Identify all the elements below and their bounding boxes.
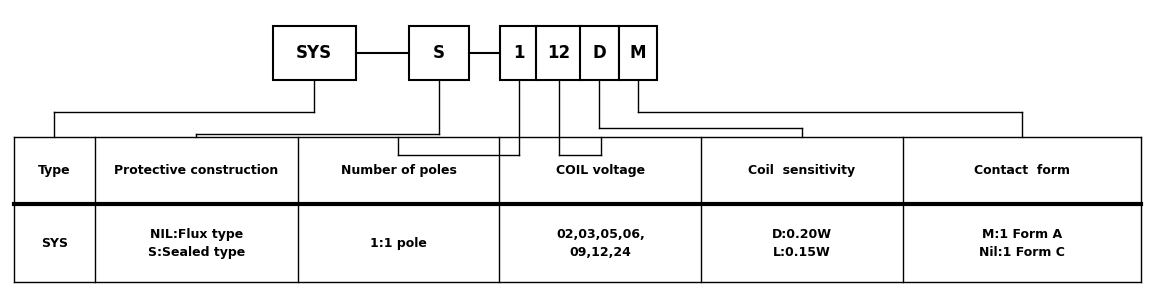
Text: SYS: SYS xyxy=(40,237,68,250)
Text: Protective construction: Protective construction xyxy=(114,164,278,177)
Text: M:1 Form A
Nil:1 Form C: M:1 Form A Nil:1 Form C xyxy=(979,227,1065,259)
Text: COIL voltage: COIL voltage xyxy=(556,164,646,177)
Text: Contact  form: Contact form xyxy=(974,164,1071,177)
Text: D:0.20W
L:0.15W: D:0.20W L:0.15W xyxy=(772,227,832,259)
Text: 12: 12 xyxy=(547,44,571,62)
Text: 1:1 pole: 1:1 pole xyxy=(370,237,427,250)
Text: NIL:Flux type
S:Sealed type: NIL:Flux type S:Sealed type xyxy=(148,227,245,259)
Text: Number of poles: Number of poles xyxy=(341,164,456,177)
Text: Type: Type xyxy=(38,164,70,177)
Text: 1: 1 xyxy=(513,44,524,62)
Text: Coil  sensitivity: Coil sensitivity xyxy=(748,164,855,177)
Bar xyxy=(619,26,656,80)
Text: M: M xyxy=(629,44,646,62)
Bar xyxy=(499,26,538,80)
Bar xyxy=(536,26,582,80)
Text: D: D xyxy=(593,44,606,62)
Text: 02,03,05,06,
09,12,24: 02,03,05,06, 09,12,24 xyxy=(557,227,644,259)
Bar xyxy=(581,26,619,80)
Bar xyxy=(409,26,469,80)
Text: S: S xyxy=(433,44,445,62)
Bar xyxy=(273,26,356,80)
Text: SYS: SYS xyxy=(296,44,333,62)
